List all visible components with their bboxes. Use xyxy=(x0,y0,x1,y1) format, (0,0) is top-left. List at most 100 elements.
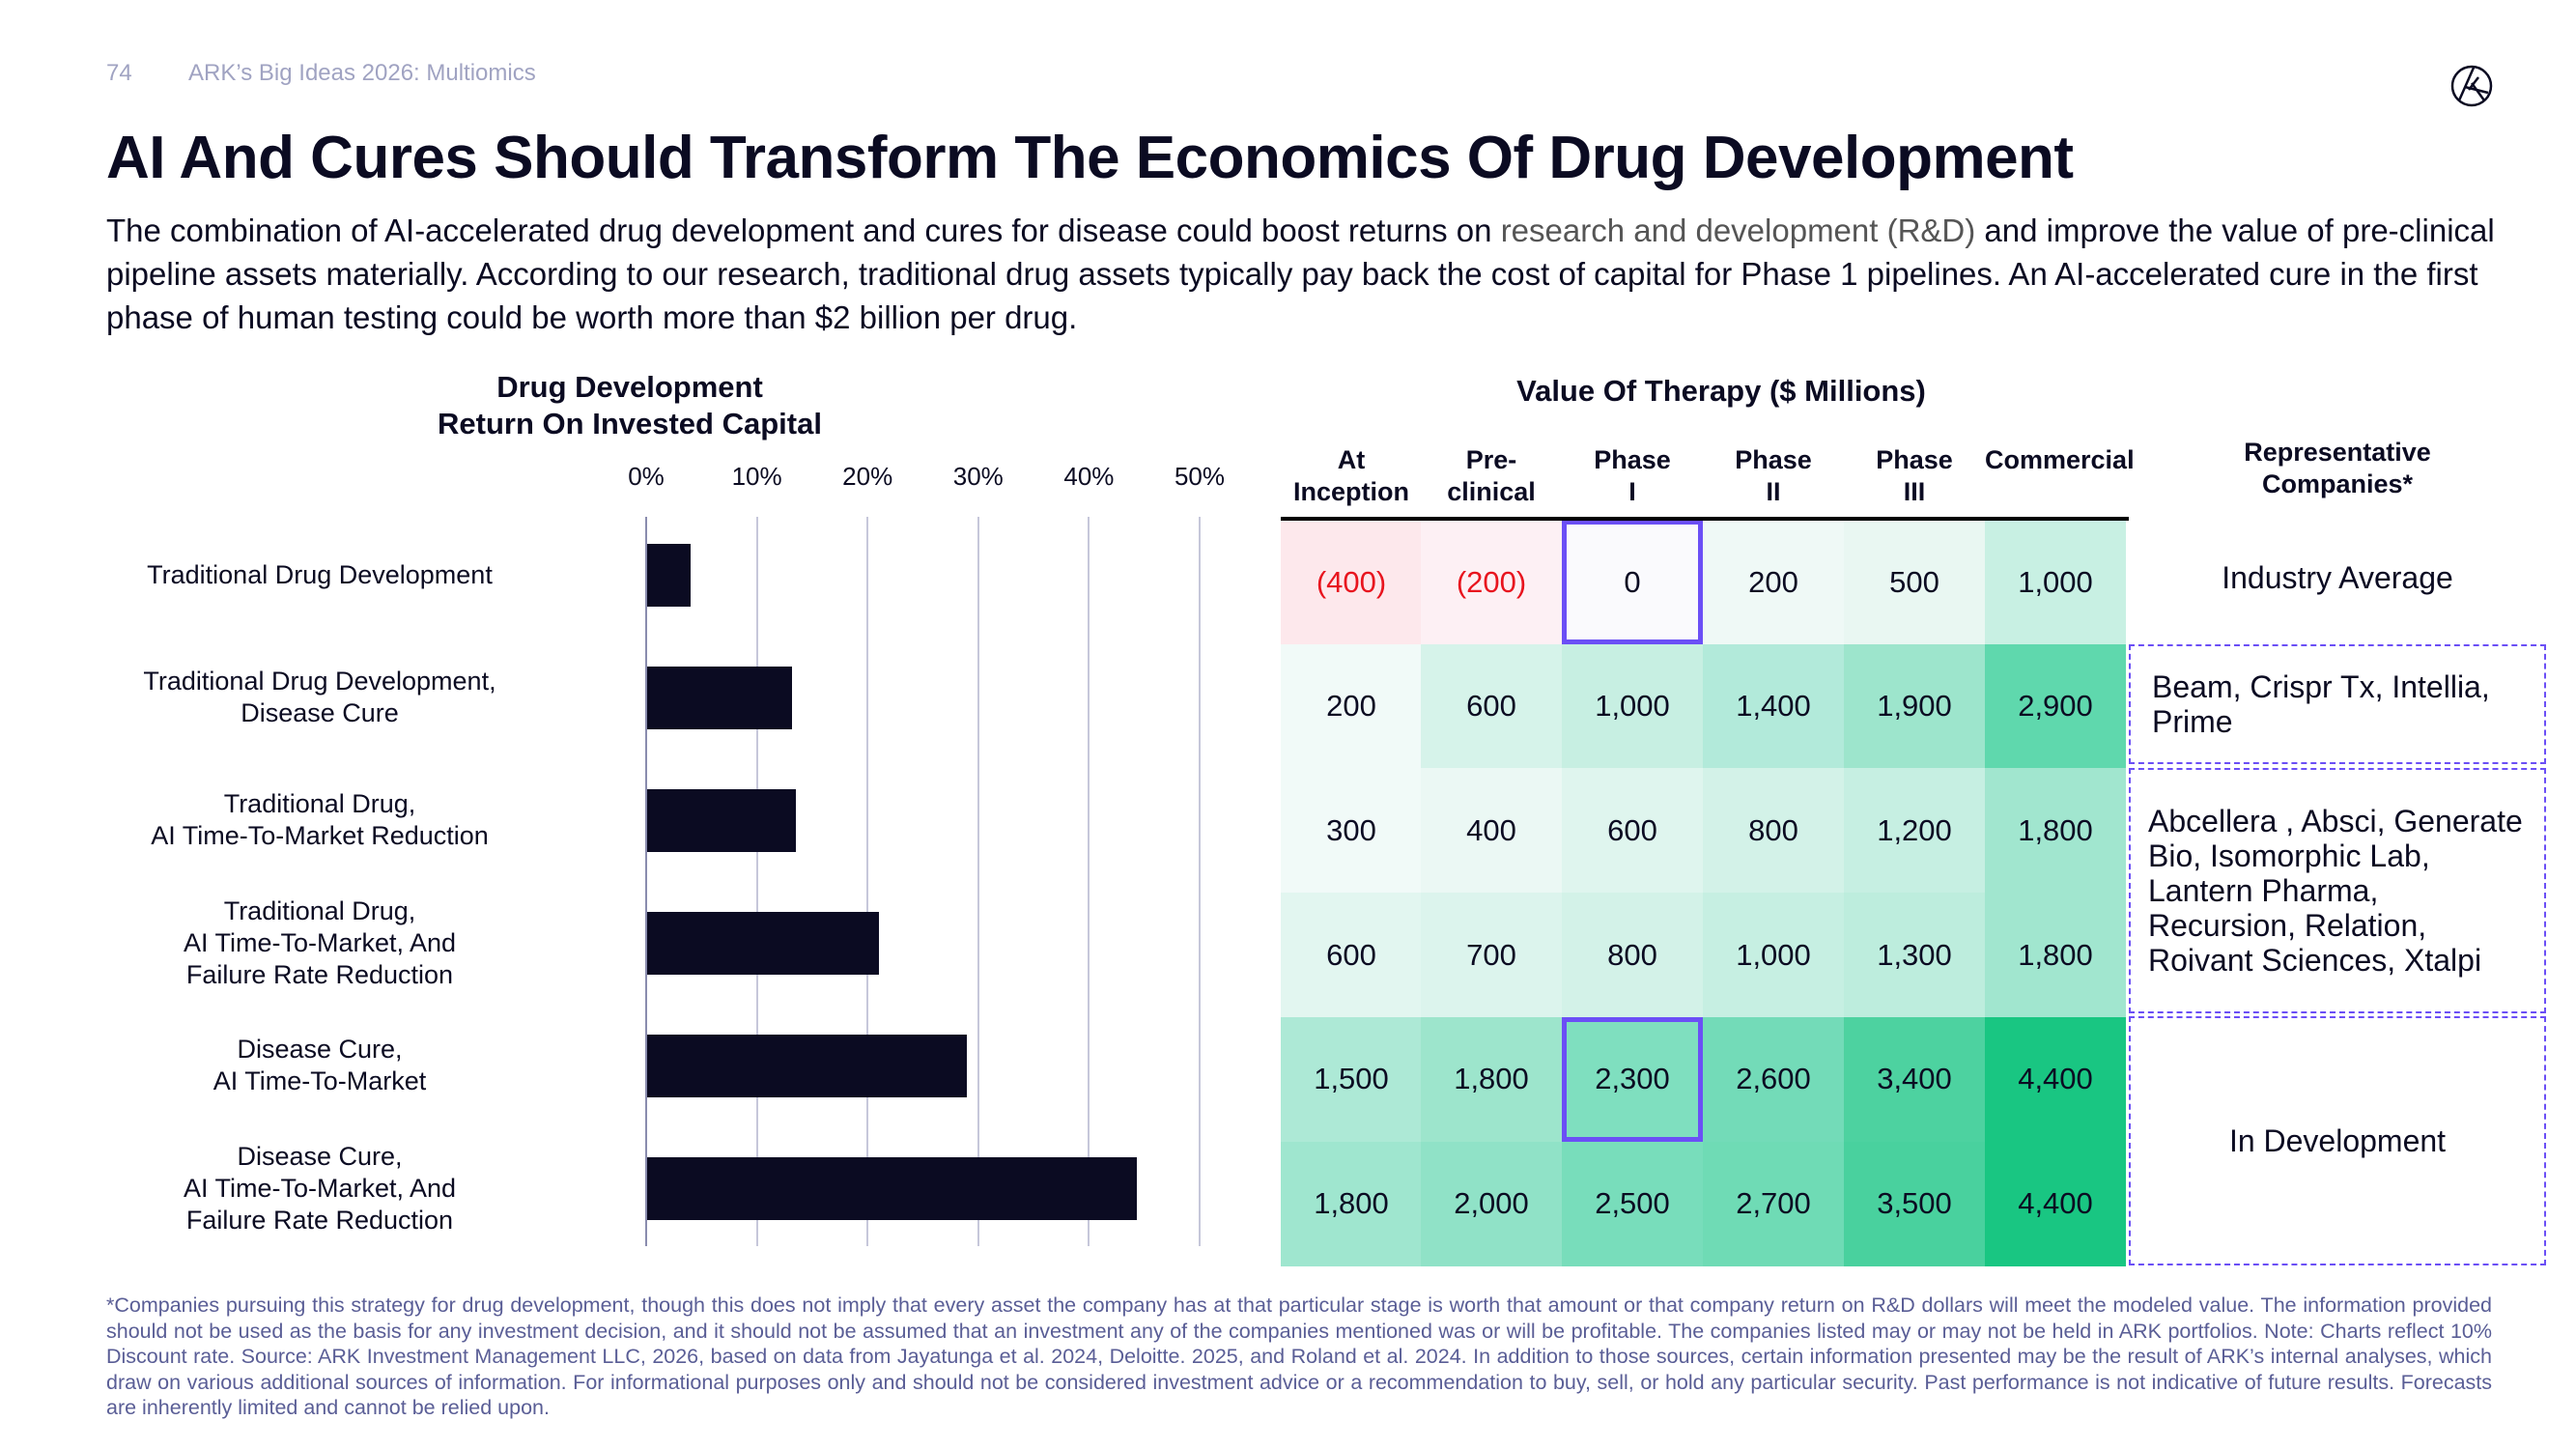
table-cell: 200 xyxy=(1703,520,1844,644)
table-cell: 1,800 xyxy=(1281,1141,1422,1266)
category-label-line: Disease Cure, xyxy=(237,1141,403,1171)
representative-companies-header: Representative Companies* xyxy=(2129,437,2546,500)
table-title: Value Of Therapy ($ Millions) xyxy=(1516,374,1926,408)
column-header: At Inception xyxy=(1281,444,1422,508)
table-cell: 800 xyxy=(1562,893,1703,1018)
rep-industry-average: Industry Average xyxy=(2222,560,2453,595)
category-label-line: Failure Rate Reduction xyxy=(185,959,454,989)
table-cell: 1,300 xyxy=(1844,893,1985,1018)
table-cell: 2,900 xyxy=(1985,643,2126,769)
table-cell: 800 xyxy=(1703,768,1844,894)
gridline xyxy=(866,517,869,1246)
intro-text: The combination of AI-accelerated drug d… xyxy=(106,213,1501,248)
column-header-line: clinical xyxy=(1447,477,1536,506)
column-header: Phase I xyxy=(1562,444,1703,508)
table-cell: 1,800 xyxy=(1985,893,2126,1018)
table-cell: 1,000 xyxy=(1562,643,1703,769)
category-label: Disease Cure, AI Time-To-Market xyxy=(58,1034,581,1097)
x-tick-label: 30% xyxy=(952,462,1004,491)
table-cell: 1,400 xyxy=(1703,643,1844,769)
category-label: Traditional Drug Development xyxy=(58,559,581,591)
intro-paragraph: The combination of AI-accelerated drug d… xyxy=(106,209,2521,339)
header-line: Companies* xyxy=(2261,469,2414,498)
x-tick-label: 0% xyxy=(628,462,665,491)
gridline xyxy=(1199,517,1201,1246)
table-cell: 2,600 xyxy=(1703,1016,1844,1142)
table-cell: 500 xyxy=(1844,520,1985,644)
category-label-line: Traditional Drug, xyxy=(223,789,416,818)
category-label-line: Traditional Drug Development, xyxy=(143,667,496,696)
bar xyxy=(647,667,793,729)
table-cell: 3,400 xyxy=(1844,1016,1985,1142)
column-header-line: Phase xyxy=(1876,445,1953,474)
header-divider xyxy=(1281,517,2129,521)
column-header: Phase III xyxy=(1844,444,1985,508)
table-cell: (400) xyxy=(1281,520,1422,644)
table-cell: 2,000 xyxy=(1421,1141,1562,1266)
column-header: Phase II xyxy=(1703,444,1844,508)
column-header: Commercial xyxy=(1985,444,2135,476)
x-tick-label: 20% xyxy=(842,462,893,491)
table-cell: 1,800 xyxy=(1421,1016,1562,1142)
roic-bar-chart: 0% 10% 20% 30% 40% 50% Traditional Drug Develo… xyxy=(0,0,1256,1275)
table-cell: 1,000 xyxy=(1703,893,1844,1018)
table-cell: 600 xyxy=(1421,643,1562,769)
value-of-therapy-table: At Inception Pre-clinical Phase I Phase II Phas… xyxy=(1281,444,2135,1266)
category-label: Disease Cure, AI Time-To-Market, And Failu… xyxy=(58,1141,581,1236)
gridline xyxy=(755,517,758,1246)
category-label-line: Traditional Drug Development xyxy=(147,559,493,589)
x-tick-label: 40% xyxy=(1063,462,1115,491)
table-cell: (200) xyxy=(1421,520,1562,644)
bar xyxy=(647,789,796,852)
table-cell: 4,400 xyxy=(1985,1016,2126,1142)
bar-chart-title-line: Return On Invested Capital xyxy=(438,407,822,440)
table-cell: 1,500 xyxy=(1281,1016,1422,1142)
rep-in-development: In Development xyxy=(2129,1016,2546,1265)
column-header-line: Commercial xyxy=(1985,445,2135,474)
table-cell: 700 xyxy=(1421,893,1562,1018)
table-cell: 4,400 xyxy=(1985,1141,2126,1266)
footnote: *Companies pursuing this strategy for dr… xyxy=(106,1293,2492,1419)
page-number: 74 xyxy=(106,60,132,86)
table-cell: 0 xyxy=(1562,520,1703,644)
bar xyxy=(647,912,879,975)
category-label: Traditional Drug, AI Time-To-Market Reduc… xyxy=(58,788,581,852)
table-cell: 600 xyxy=(1281,893,1422,1018)
table-cell: 200 xyxy=(1281,643,1422,769)
table-cell: 1,800 xyxy=(1985,768,2126,894)
category-label-line: Disease Cure xyxy=(241,698,399,727)
ark-logo-icon xyxy=(2450,65,2493,107)
column-header-line: III xyxy=(1903,477,1926,506)
gridline xyxy=(1088,517,1090,1246)
column-header: Pre-clinical xyxy=(1421,444,1562,508)
category-label-line: AI Time-To-Market, And xyxy=(183,1173,457,1203)
column-header-line: II xyxy=(1766,477,1781,506)
gridline xyxy=(977,517,979,1246)
column-header-line: Phase xyxy=(1594,445,1671,474)
column-header-line: Pre- xyxy=(1465,445,1517,474)
header-line: Representative xyxy=(2244,438,2431,467)
category-label-line: AI Time-To-Market Reduction xyxy=(151,821,489,850)
category-label-line: Failure Rate Reduction xyxy=(185,1205,454,1235)
table-cell: 2,300 xyxy=(1562,1016,1703,1142)
category-label: Traditional Drug Development, Disease Cur… xyxy=(58,666,581,729)
rep-ai-drug: Abcellera , Absci, Generate Bio, Isomorp… xyxy=(2129,768,2546,1013)
rep-gene-editing: Beam, Crispr Tx, Intellia, Prime xyxy=(2129,644,2546,764)
table-cell: 600 xyxy=(1562,768,1703,894)
category-label-line: AI Time-To-Market xyxy=(212,1066,427,1095)
column-header-line: I xyxy=(1628,477,1636,506)
column-header-line: Phase xyxy=(1735,445,1812,474)
bar xyxy=(647,1157,1137,1220)
x-tick-label: 10% xyxy=(731,462,782,491)
table-cell: 2,700 xyxy=(1703,1141,1844,1266)
table-cell: 3,500 xyxy=(1844,1141,1985,1266)
category-label: Traditional Drug, AI Time-To-Market, And F… xyxy=(58,895,581,991)
table-cell: 1,200 xyxy=(1844,768,1985,894)
table-cell: 1,900 xyxy=(1844,643,1985,769)
page-title: AI And Cures Should Transform The Econom… xyxy=(106,125,2074,191)
section-title: ARK’s Big Ideas 2026: Multiomics xyxy=(188,60,536,86)
intro-highlight: research and development (R&D) xyxy=(1500,213,1976,248)
bar-chart-title: Drug Development Return On Invested Capi… xyxy=(340,369,920,442)
category-label-line: Disease Cure, xyxy=(237,1035,403,1064)
table-cell: 2,500 xyxy=(1562,1141,1703,1266)
